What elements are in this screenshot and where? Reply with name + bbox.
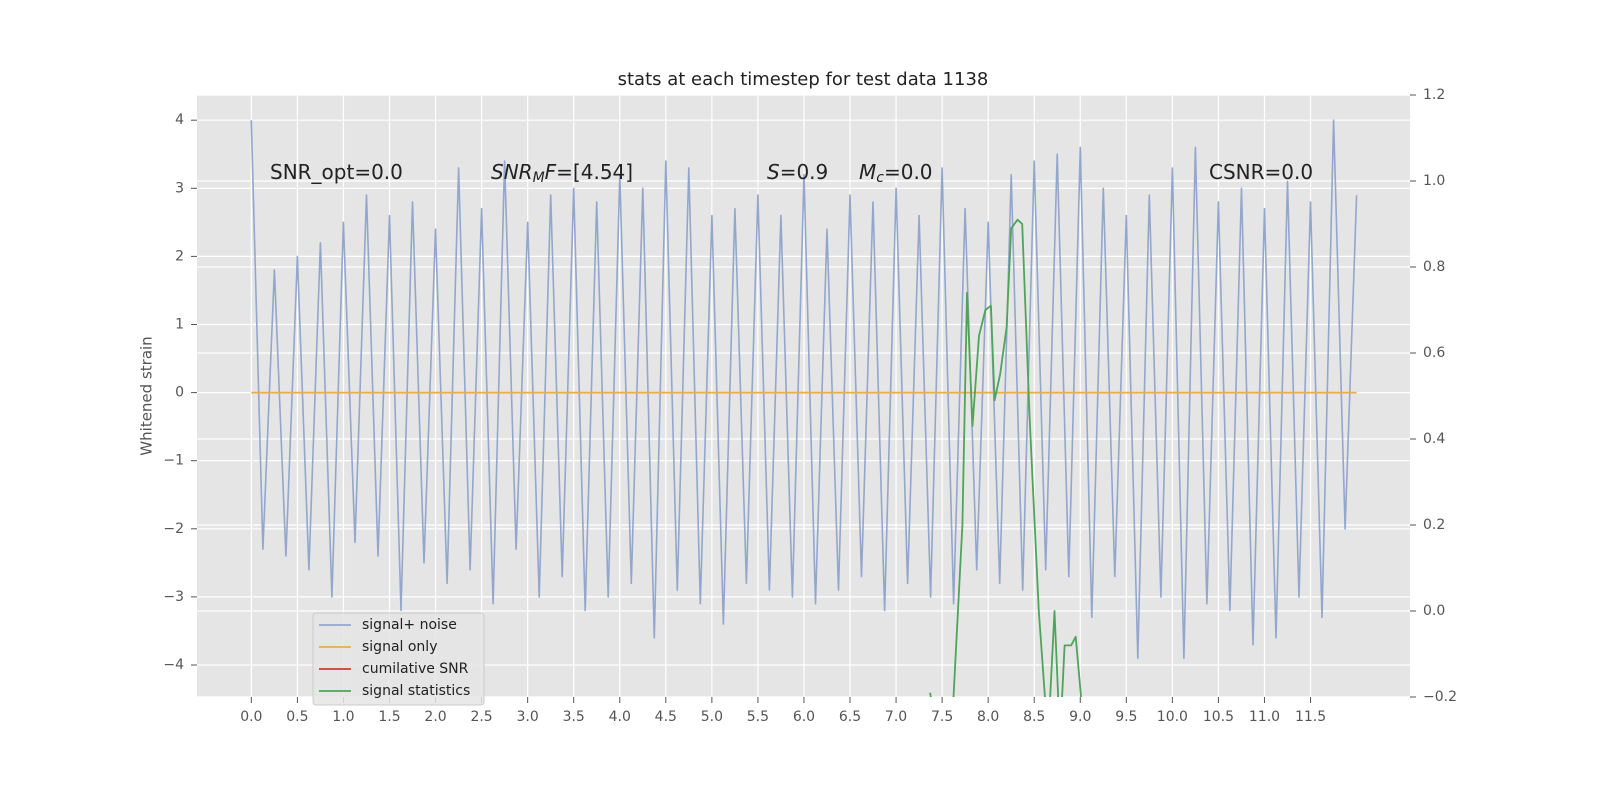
legend-label: cumilative SNR — [362, 661, 469, 677]
annotation-part: CSNR=0.0 — [1209, 160, 1313, 184]
x-tick-label: 5.5 — [747, 709, 769, 725]
annotation-part: M — [533, 170, 545, 186]
foreground: 0.0 0.5 1.0 1.5 2.0 2.5 3.0 3.5 4.0 4.5 5.0 5.5 6.0 6… — [163, 87, 1457, 725]
x-tick-label: 8.0 — [977, 709, 999, 725]
series-line — [250, 119, 1358, 659]
y-tick-label: 0 — [175, 385, 184, 401]
y2-tick-label: 0.6 — [1423, 345, 1445, 361]
x-tick-label: 6.5 — [839, 709, 861, 725]
annotation-part: =[4.54] — [556, 160, 633, 184]
annotation-part: =0.0 — [884, 160, 933, 184]
x-tick-label: 1.0 — [332, 709, 354, 725]
x-tick-label: 4.5 — [655, 709, 677, 725]
x-tick-label: 7.5 — [931, 709, 953, 725]
annotation-part: c — [876, 170, 884, 186]
annotation-part: F — [545, 160, 557, 184]
y2-tick-label: 0.0 — [1423, 603, 1445, 619]
x-tick-label: 11.5 — [1295, 709, 1326, 725]
x-tick-label: 8.5 — [1023, 709, 1045, 725]
y2-tick-label: 0.2 — [1423, 517, 1445, 533]
y-tick-label: −2 — [163, 521, 184, 537]
series-lines — [197, 95, 1410, 697]
legend-label: signal only — [362, 639, 437, 655]
x-tick-label: 9.5 — [1115, 709, 1137, 725]
y2-tick-label: −0.2 — [1423, 689, 1457, 705]
x-tick-label: 9.0 — [1069, 709, 1091, 725]
y-tick-label: −3 — [163, 589, 184, 605]
x-tick-label: 3.5 — [563, 709, 585, 725]
x-tick-label: 10.5 — [1203, 709, 1234, 725]
x-tick-label: 7.0 — [885, 709, 907, 725]
annotation-part: M — [859, 160, 876, 184]
y-tick-label: −4 — [163, 657, 184, 673]
x-tick-label: 2.0 — [424, 709, 446, 725]
annotation: CSNR=0.0 — [1209, 160, 1313, 184]
y2-tick-label: 1.0 — [1423, 173, 1445, 189]
x-tick-label: 6.0 — [793, 709, 815, 725]
y-tick-label: 3 — [175, 180, 184, 196]
y-axis-label: Whitened strain — [138, 336, 156, 455]
x-tick-label: 0.5 — [286, 709, 308, 725]
x-tick-label: 1.5 — [378, 709, 400, 725]
annotation-part: SNR_opt=0.0 — [270, 160, 403, 184]
y2-tick-label: 0.4 — [1423, 431, 1445, 447]
x-tick-label: 0.0 — [240, 709, 262, 725]
y-tick-label: 2 — [175, 248, 184, 264]
annotation: S=0.9 — [767, 160, 828, 184]
legend-box — [312, 612, 485, 706]
annotation: SNRMF=[4.54] — [491, 160, 633, 187]
y-tick-label: −1 — [163, 453, 184, 469]
chart-title: stats at each timestep for test data 113… — [618, 69, 989, 90]
y-tick-label: 1 — [175, 316, 184, 332]
annotation: SNR_opt=0.0 — [270, 160, 403, 184]
annotation-part: SNR — [491, 160, 533, 184]
y-tick-label: 4 — [175, 112, 184, 128]
x-tick-label: 11.0 — [1249, 709, 1280, 725]
x-tick-label: 10.0 — [1157, 709, 1188, 725]
series-line — [929, 218, 1082, 697]
legend-label: signal+ noise — [362, 617, 457, 633]
annotation: Mc=0.0 — [859, 160, 933, 187]
y2-tick-label: 0.8 — [1423, 259, 1445, 275]
x-tick-label: 4.0 — [609, 709, 631, 725]
annotation-part: S — [767, 160, 780, 184]
y2-tick-label: 1.2 — [1423, 87, 1445, 103]
x-tick-label: 5.0 — [701, 709, 723, 725]
legend-label: signal statistics — [362, 683, 470, 699]
annotation-part: =0.9 — [780, 160, 829, 184]
x-tick-label: 3.0 — [517, 709, 539, 725]
x-tick-label: 2.5 — [470, 709, 492, 725]
